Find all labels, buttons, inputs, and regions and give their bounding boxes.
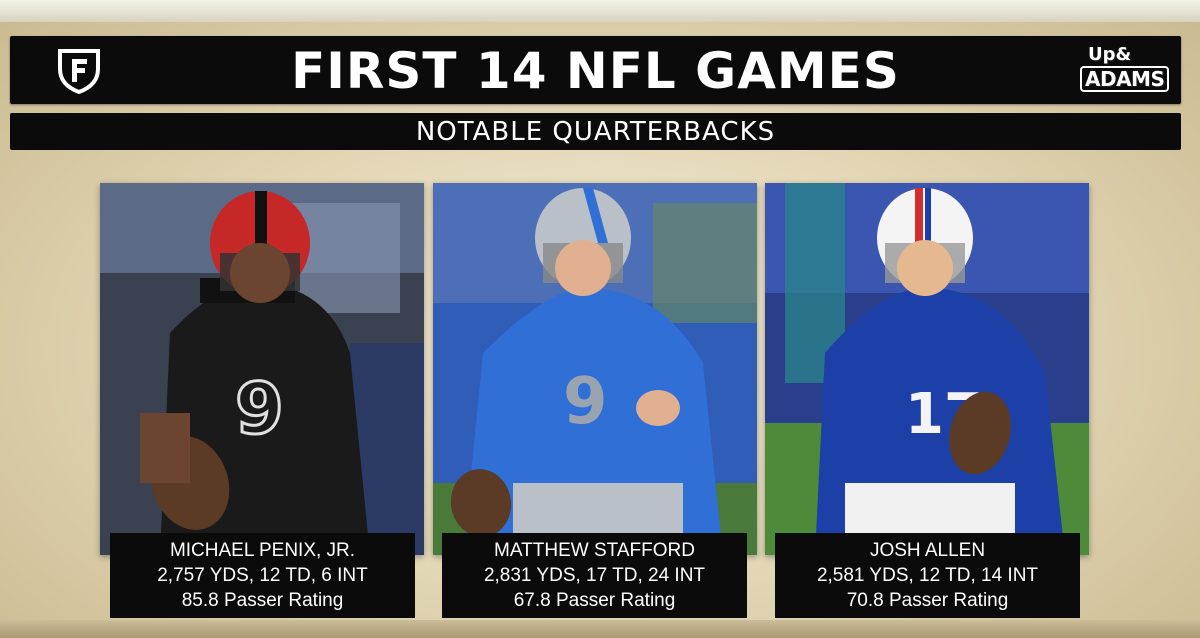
fanduel-shield-icon [54, 45, 104, 95]
player-card-penix: 9 [100, 183, 424, 555]
up-and-adams-logo: Up& ADAMS [1080, 44, 1180, 98]
page-subtitle: NOTABLE QUARTERBACKS [415, 117, 776, 147]
player-stats: 2,831 YDS, 17 TD, 24 INT [483, 565, 706, 586]
player-photo-allen: 17 [765, 183, 1089, 555]
bottom-border [0, 620, 1200, 638]
player-name: JOSH ALLEN [869, 540, 986, 561]
player-card-allen: 17 [765, 183, 1089, 555]
title-banner: FIRST 14 NFL GAMES Up& ADAMS [10, 36, 1181, 104]
player-name: MICHAEL PENIX, JR. [169, 540, 356, 561]
stat-box-stafford: MATTHEW STAFFORD 2,831 YDS, 17 TD, 24 IN… [442, 533, 747, 618]
page-title: FIRST 14 NFL GAMES [291, 42, 900, 100]
subtitle-banner: NOTABLE QUARTERBACKS [10, 113, 1181, 150]
top-border [0, 0, 1200, 22]
player-stats: 2,581 YDS, 12 TD, 14 INT [816, 565, 1039, 586]
player-rating: 67.8 Passer Rating [513, 590, 676, 611]
player-stats: 2,757 YDS, 12 TD, 6 INT [157, 565, 368, 586]
player-name: MATTHEW STAFFORD [494, 540, 695, 561]
stat-box-allen: JOSH ALLEN 2,581 YDS, 12 TD, 14 INT 70.8… [775, 533, 1080, 618]
player-rating: 85.8 Passer Rating [181, 590, 344, 611]
svg-text:9: 9 [235, 368, 284, 450]
stat-box-penix: MICHAEL PENIX, JR. 2,757 YDS, 12 TD, 6 I… [110, 533, 415, 618]
svg-text:9: 9 [563, 365, 608, 439]
player-photo-stafford: 9 [433, 183, 757, 555]
player-photo-penix: 9 [100, 183, 424, 555]
player-card-stafford: 9 [433, 183, 757, 555]
player-rating: 70.8 Passer Rating [846, 590, 1009, 611]
